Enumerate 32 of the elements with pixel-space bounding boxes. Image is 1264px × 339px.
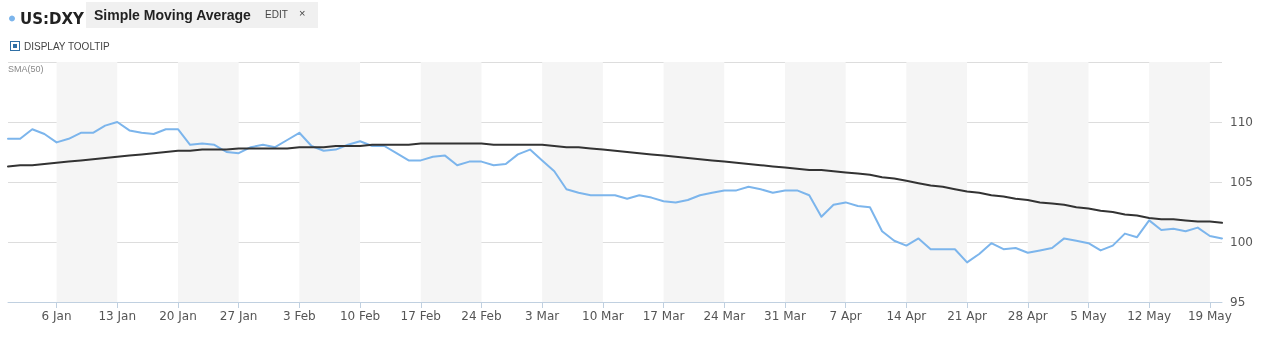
x-tick-label: 5 May [1070, 309, 1107, 323]
x-tick-label: 24 Mar [703, 309, 746, 323]
x-tick-label: 24 Feb [461, 309, 502, 323]
annotation: SMA(50) [8, 64, 44, 74]
chart-title: Simple Moving Average [94, 7, 251, 23]
text: DISPLAY TOOLTIP [24, 41, 110, 52]
x-tick-label: 21 Apr [947, 309, 988, 323]
line-series [7, 121, 1223, 264]
x-tick-label: 19 May [1187, 309, 1232, 323]
x-tick-label: 28 Apr [1007, 309, 1048, 323]
x-tick-label: 12 May [1127, 309, 1172, 323]
x-tick-label: 27 Jan [219, 309, 258, 323]
line-series [7, 142, 1223, 224]
x-tick-label: 7 Apr [829, 309, 862, 323]
x-tick-label: 17 Mar [642, 309, 685, 323]
x-tick-label: 14 Apr [886, 309, 927, 323]
x-tick-label: 10 Mar [581, 309, 624, 323]
y-tick-label: 100 [1230, 235, 1253, 249]
legend-label: US:DXY [20, 9, 85, 28]
y-tick-label: 110 [1230, 115, 1253, 129]
x-tick-label: 3 Feb [283, 309, 316, 323]
x-tick-label: 6 Jan [41, 309, 72, 323]
x-tick-label: 13 Jan [98, 309, 137, 323]
text: EDIT [265, 9, 288, 20]
x-tick-label: 10 Feb [339, 309, 381, 323]
x-tick-label: 3 Mar [525, 309, 560, 323]
x-tick-label: 17 Feb [400, 309, 441, 323]
y-tick-label: 105 [1230, 175, 1253, 189]
x-tick-label: 31 Mar [764, 309, 806, 323]
x-tick-label: 20 Jan [159, 309, 197, 323]
text: × [299, 7, 306, 19]
y-tick-label: 95 [1230, 295, 1246, 309]
